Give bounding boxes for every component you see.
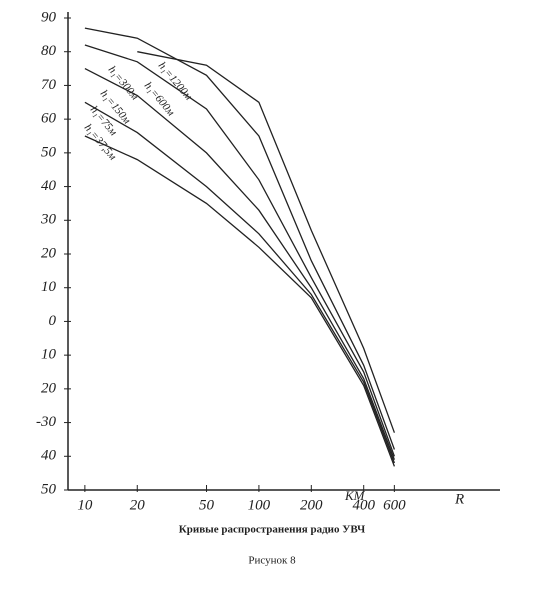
x-tick-label: 400 xyxy=(352,497,375,513)
series-line xyxy=(137,51,396,433)
y-tick-label: -30 xyxy=(36,414,56,430)
y-tick-label: 20 xyxy=(41,380,57,396)
y-tick-label: 30 xyxy=(40,212,57,228)
x-tick-label: 100 xyxy=(248,497,271,513)
y-tick-label: 20 xyxy=(41,245,57,261)
series-line xyxy=(84,135,396,467)
x-tick-label: 50 xyxy=(199,497,215,513)
figure-label: Рисунок 8 xyxy=(248,555,296,567)
x-tick-label: 20 xyxy=(130,497,146,513)
y-tick-label: 40 xyxy=(41,178,57,194)
y-tick-label: 50 xyxy=(41,481,57,497)
y-tick-label: 80 xyxy=(41,43,57,59)
series-line xyxy=(84,101,396,464)
y-tick-label: 50 xyxy=(41,144,57,160)
series-line xyxy=(84,27,396,450)
series-line xyxy=(84,68,396,460)
x-tick-label: 10 xyxy=(77,497,93,513)
y-tick-label: 10 xyxy=(41,347,57,363)
x-axis-label: R xyxy=(454,491,464,507)
y-tick-label: 60 xyxy=(41,111,57,127)
x-unit: КМ xyxy=(344,488,366,503)
x-tick-label: 600 xyxy=(383,497,406,513)
x-tick-label: 200 xyxy=(300,497,323,513)
y-tick-label: 40 xyxy=(41,448,57,464)
y-tick-label: 70 xyxy=(41,77,57,93)
caption: Кривые распространения радио УВЧ xyxy=(179,524,365,536)
series-line xyxy=(84,44,396,457)
y-tick-label: 10 xyxy=(41,279,57,295)
y-tick-label: 0 xyxy=(49,313,57,329)
y-tick-label: 90 xyxy=(41,9,57,25)
